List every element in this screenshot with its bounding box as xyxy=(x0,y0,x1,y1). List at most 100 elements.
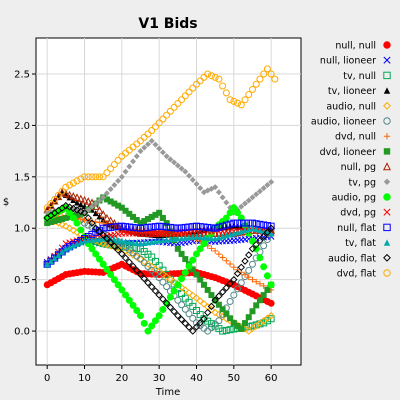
legend-entry: tv, flat xyxy=(345,238,391,249)
data-point xyxy=(111,182,118,189)
data-point xyxy=(256,297,263,304)
data-point xyxy=(58,187,66,195)
data-point xyxy=(88,218,95,225)
data-point xyxy=(178,224,186,232)
data-point xyxy=(137,220,144,227)
data-point xyxy=(137,224,145,232)
data-point xyxy=(155,312,163,320)
data-point xyxy=(189,291,197,300)
data-point xyxy=(249,276,256,283)
data-point xyxy=(159,305,167,313)
legend-entry: dvd, null xyxy=(335,132,391,143)
data-point xyxy=(248,237,256,245)
data-point xyxy=(162,229,171,237)
data-point xyxy=(264,182,271,189)
data-point xyxy=(118,237,125,244)
legend-label: tv, flat xyxy=(345,238,376,249)
data-point xyxy=(133,240,140,247)
data-point xyxy=(140,229,149,237)
data-point xyxy=(88,203,95,210)
data-point xyxy=(259,232,268,241)
data-point xyxy=(234,219,242,227)
data-point xyxy=(245,251,253,259)
data-point xyxy=(77,216,84,223)
data-point xyxy=(234,99,242,107)
data-point xyxy=(81,217,88,224)
data-point xyxy=(186,172,193,179)
data-point xyxy=(152,141,159,148)
data-point xyxy=(256,254,264,262)
data-point xyxy=(140,319,148,327)
data-point xyxy=(193,181,200,188)
data-point xyxy=(181,286,190,294)
data-point xyxy=(256,75,264,83)
data-point xyxy=(219,82,227,90)
data-point xyxy=(230,319,237,326)
data-point xyxy=(215,292,223,300)
data-point xyxy=(174,100,182,108)
data-point xyxy=(159,295,167,303)
data-point xyxy=(215,223,223,231)
data-point xyxy=(47,258,54,265)
data-point xyxy=(95,227,104,236)
data-point xyxy=(110,276,118,284)
data-point xyxy=(137,312,145,320)
data-point xyxy=(137,137,145,145)
data-point xyxy=(148,322,156,330)
data-point xyxy=(62,245,69,252)
legend-marker xyxy=(383,193,391,201)
data-point xyxy=(144,223,152,231)
data-point xyxy=(118,286,126,294)
series-dvd-flat xyxy=(43,65,279,212)
data-point xyxy=(253,278,260,285)
data-point xyxy=(226,326,234,334)
legend-marker xyxy=(383,253,391,262)
x-axis-label: Time xyxy=(155,387,180,398)
data-point xyxy=(208,245,215,252)
data-point xyxy=(155,291,163,299)
data-point xyxy=(156,145,163,152)
data-point xyxy=(185,310,193,318)
data-point xyxy=(66,239,73,246)
data-point xyxy=(223,257,230,264)
y-tick-label: 2.5 xyxy=(14,69,30,80)
data-point xyxy=(192,80,200,88)
series-layer xyxy=(43,65,279,335)
data-point xyxy=(222,214,230,222)
data-point xyxy=(178,165,185,172)
data-point xyxy=(245,91,253,99)
data-point xyxy=(114,223,122,231)
data-point xyxy=(252,245,260,253)
data-point xyxy=(226,280,234,288)
data-point xyxy=(151,270,159,278)
data-point xyxy=(162,299,171,308)
data-point xyxy=(249,225,256,232)
data-point xyxy=(256,280,263,287)
data-point xyxy=(260,292,267,299)
data-point xyxy=(234,322,241,329)
data-point xyxy=(215,75,223,83)
data-point xyxy=(103,265,111,273)
data-point xyxy=(69,226,78,234)
data-point xyxy=(167,228,174,235)
data-point xyxy=(103,224,111,232)
data-point xyxy=(92,173,100,181)
legend-entry: audio, lioneer xyxy=(311,117,391,128)
legend-label: tv, lioneer xyxy=(328,86,376,97)
data-point xyxy=(163,271,171,279)
data-point xyxy=(73,237,81,244)
data-point xyxy=(260,263,268,271)
data-point xyxy=(263,317,271,325)
legend-entry: null, lioneer xyxy=(320,56,391,67)
data-point xyxy=(162,273,171,281)
data-point xyxy=(219,306,226,313)
legend-entry: null, flat xyxy=(337,223,391,234)
legend-marker xyxy=(383,239,391,246)
data-point xyxy=(177,315,186,324)
data-point xyxy=(212,184,219,191)
legend-label: null, pg xyxy=(341,162,376,173)
data-point xyxy=(192,222,200,230)
data-point xyxy=(106,216,115,225)
data-point xyxy=(264,286,271,293)
data-point xyxy=(263,236,271,244)
